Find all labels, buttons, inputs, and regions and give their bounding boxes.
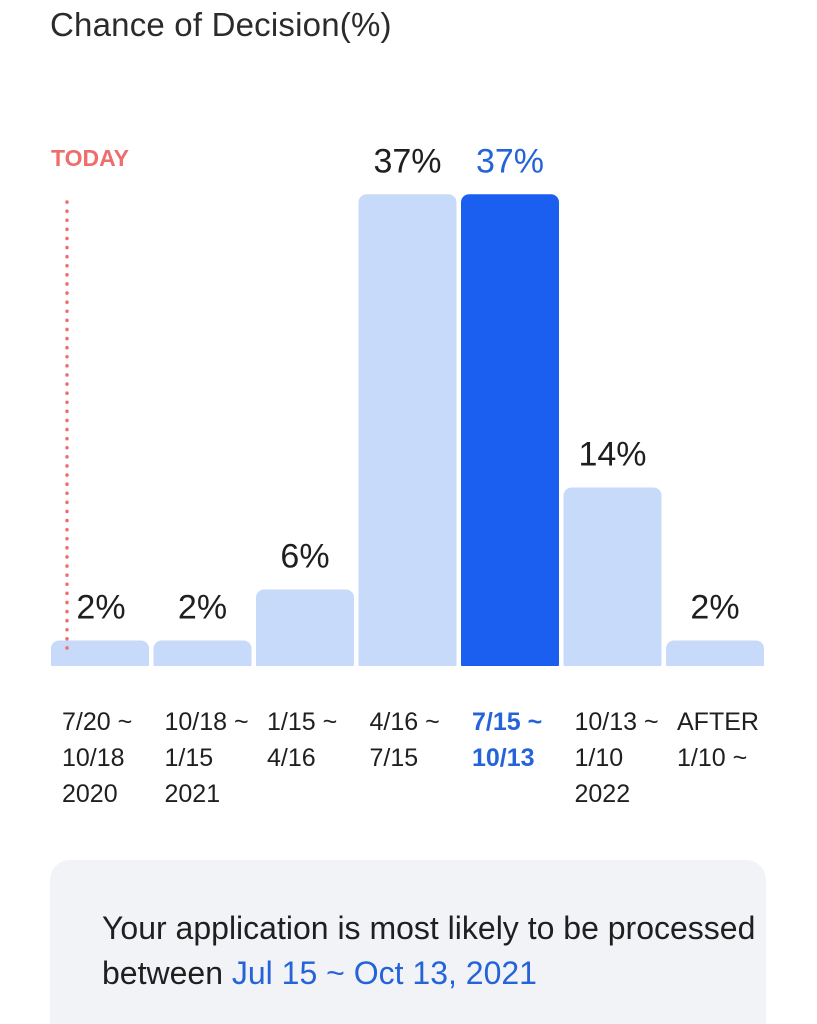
summary-message: Your application is most likely to be pr… [102,910,756,991]
summary-date-range: Jul 15 ~ Oct 13, 2021 [231,955,537,991]
data-label-0: 2% [76,589,125,627]
data-label-5: 14% [578,436,646,474]
data-label-6: 2% [690,589,739,627]
bar-0[interactable] [51,640,149,673]
category-label-4: 7/15 ~10/13 [472,708,542,772]
decision-bar-chart: 2% 7/20 ~10/18 2020 2% 10/18 ~1/15 2021 6% 1/15… [0,142,817,808]
data-label-1: 2% [178,589,227,627]
bar-5[interactable] [563,487,662,673]
today-label: TODAY [51,145,129,171]
bar-3[interactable] [358,194,457,672]
summary-card: Your application is most likely to be pr… [50,860,766,1024]
data-label-3: 37% [373,142,441,180]
data-label-2: 6% [280,538,329,576]
summary-text: Your application is most likely to be pr… [102,906,782,996]
category-label-6: AFTER 1/10 ~ [677,708,759,772]
data-label-4: 37% [476,142,544,180]
category-label-5: 10/13 ~1/10 2022 [575,708,659,808]
category-label-1: 10/18 ~1/15 2021 [165,708,249,808]
baseline-mask [0,666,817,674]
chart-title: Chance of Decision(%) [50,6,392,43]
bar-4[interactable] [461,194,559,672]
bar-6[interactable] [666,640,764,673]
category-label-0: 7/20 ~10/18 2020 [62,708,132,808]
category-label-2: 1/15 ~4/16 [267,708,337,772]
bar-1[interactable] [153,640,252,673]
bar-2[interactable] [256,589,354,673]
category-label-3: 4/16 ~7/15 [370,708,440,772]
